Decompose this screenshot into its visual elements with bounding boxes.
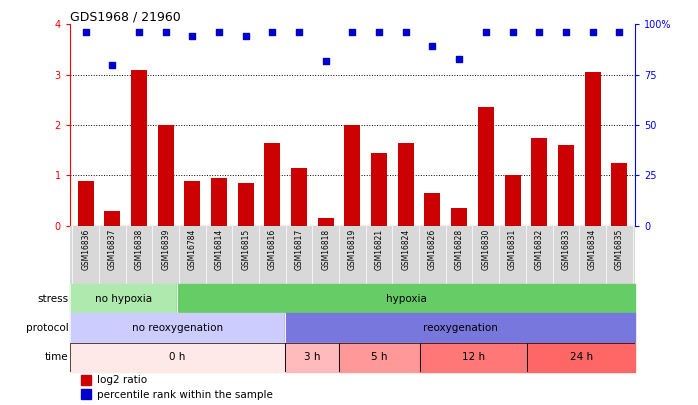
Text: GSM16831: GSM16831: [508, 229, 517, 270]
Text: GSM16834: GSM16834: [588, 229, 597, 270]
Bar: [478, 107, 493, 226]
Point: [587, 29, 598, 36]
Text: no reoxygenation: no reoxygenation: [132, 323, 223, 333]
Bar: [611, 163, 628, 226]
Bar: [70, 313, 285, 343]
Text: GSM16836: GSM16836: [81, 229, 90, 270]
Point: [480, 29, 491, 36]
Text: GSM16826: GSM16826: [428, 229, 437, 270]
Bar: [528, 343, 635, 372]
Text: time: time: [45, 352, 68, 362]
Text: reoxygenation: reoxygenation: [423, 323, 498, 333]
Text: GSM16818: GSM16818: [321, 229, 330, 270]
Text: 24 h: 24 h: [570, 352, 593, 362]
Text: GSM16816: GSM16816: [268, 229, 277, 270]
Text: GSM16784: GSM16784: [188, 229, 197, 270]
Text: GSM16832: GSM16832: [535, 229, 544, 270]
Point: [161, 29, 172, 36]
Bar: [318, 218, 334, 226]
Bar: [345, 125, 360, 226]
Text: GSM16833: GSM16833: [561, 229, 570, 270]
Bar: [285, 343, 339, 372]
Point: [107, 62, 118, 68]
Bar: [70, 284, 177, 313]
Point: [454, 55, 465, 62]
Point: [507, 29, 518, 36]
Text: GSM16824: GSM16824: [401, 229, 410, 270]
Bar: [339, 343, 419, 372]
Text: GSM16837: GSM16837: [108, 229, 117, 270]
Bar: [558, 145, 574, 226]
Text: GSM16819: GSM16819: [348, 229, 357, 270]
Point: [240, 33, 251, 40]
Text: 0 h: 0 h: [170, 352, 186, 362]
Bar: [131, 70, 147, 226]
Point: [614, 29, 625, 36]
Bar: [81, 389, 91, 399]
Bar: [177, 284, 635, 313]
Text: GSM16828: GSM16828: [454, 229, 463, 270]
Point: [294, 29, 305, 36]
Point: [133, 29, 144, 36]
Bar: [531, 138, 547, 226]
Text: GSM16838: GSM16838: [135, 229, 144, 270]
Bar: [371, 153, 387, 226]
Bar: [419, 343, 528, 372]
Text: GSM16839: GSM16839: [161, 229, 170, 270]
Point: [427, 43, 438, 50]
Text: GSM16815: GSM16815: [242, 229, 251, 270]
Point: [187, 33, 198, 40]
Bar: [77, 181, 94, 226]
Bar: [158, 125, 174, 226]
Bar: [291, 168, 307, 226]
Point: [533, 29, 544, 36]
Text: log2 ratio: log2 ratio: [97, 375, 147, 385]
Text: 5 h: 5 h: [371, 352, 387, 362]
Text: no hypoxia: no hypoxia: [95, 294, 152, 304]
Bar: [584, 72, 600, 226]
Point: [80, 29, 91, 36]
Text: stress: stress: [37, 294, 68, 304]
Bar: [238, 183, 254, 226]
Text: percentile rank within the sample: percentile rank within the sample: [97, 390, 273, 399]
Bar: [70, 343, 285, 372]
Text: hypoxia: hypoxia: [386, 294, 426, 304]
Bar: [105, 211, 121, 226]
Text: GDS1968 / 21960: GDS1968 / 21960: [70, 10, 181, 23]
Bar: [398, 143, 414, 226]
Point: [320, 58, 332, 64]
Bar: [211, 178, 227, 226]
Text: GSM16830: GSM16830: [482, 229, 490, 270]
Point: [214, 29, 225, 36]
Text: GSM16821: GSM16821: [375, 229, 384, 270]
Text: GSM16835: GSM16835: [615, 229, 624, 270]
Text: 3 h: 3 h: [304, 352, 320, 362]
Point: [560, 29, 572, 36]
Text: GSM16814: GSM16814: [215, 229, 223, 270]
Bar: [81, 375, 91, 385]
Point: [400, 29, 411, 36]
Text: GSM16817: GSM16817: [295, 229, 304, 270]
Point: [267, 29, 278, 36]
Bar: [505, 175, 521, 226]
Bar: [184, 181, 200, 226]
Bar: [265, 143, 281, 226]
Text: 12 h: 12 h: [462, 352, 485, 362]
Bar: [451, 208, 467, 226]
Text: protocol: protocol: [26, 323, 68, 333]
Bar: [285, 313, 635, 343]
Point: [347, 29, 358, 36]
Bar: [424, 193, 440, 226]
Point: [373, 29, 385, 36]
